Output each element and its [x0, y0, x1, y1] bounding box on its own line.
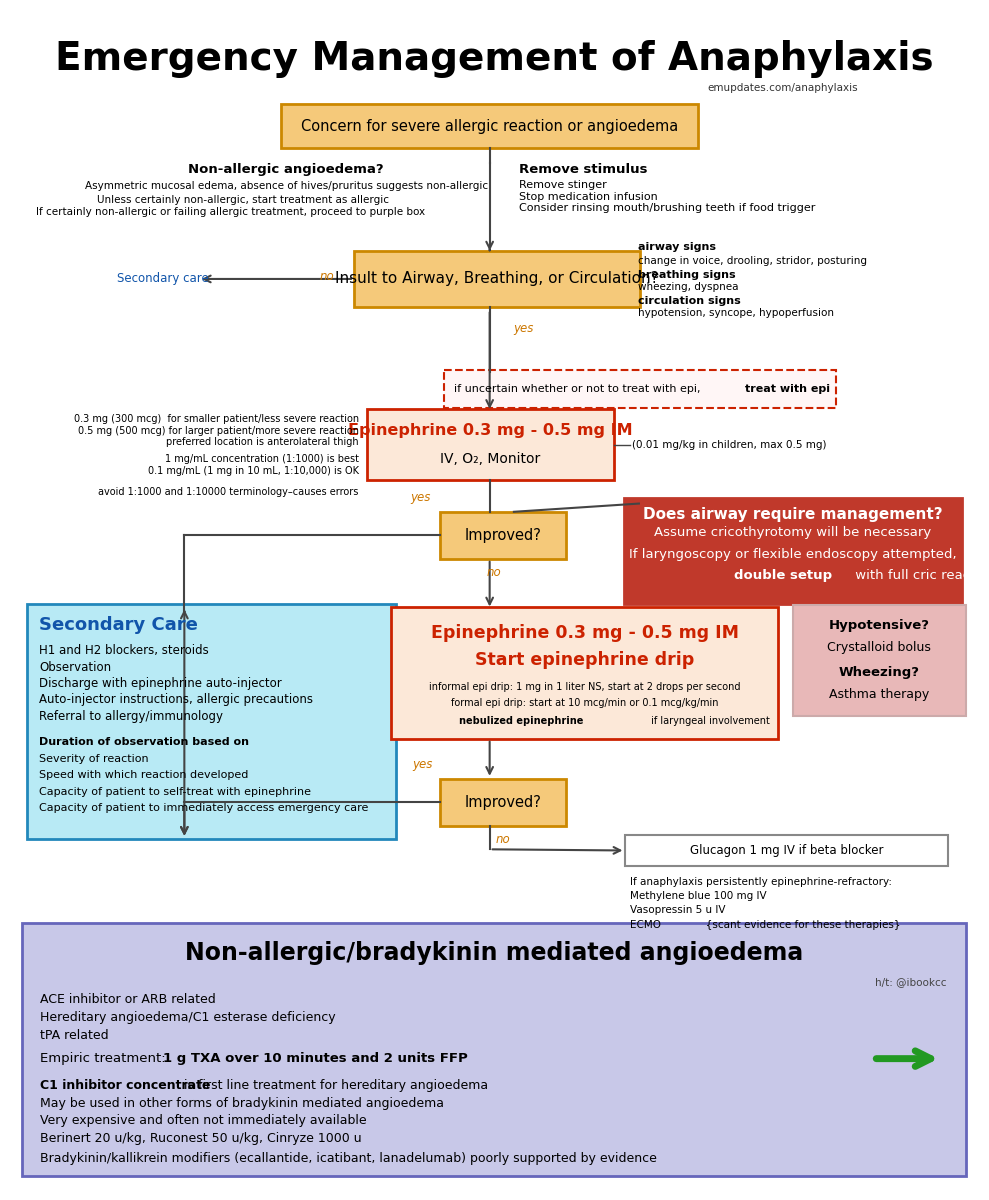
Text: hypotension, syncope, hypoperfusion: hypotension, syncope, hypoperfusion	[638, 308, 834, 318]
Text: preferred location is anterolateral thigh: preferred location is anterolateral thig…	[166, 438, 359, 448]
Text: Consider rinsing mouth/brushing teeth if food trigger: Consider rinsing mouth/brushing teeth if…	[519, 203, 815, 214]
Text: no: no	[319, 270, 334, 283]
Text: Crystalloid bolus: Crystalloid bolus	[828, 641, 932, 654]
Bar	[367, 409, 614, 480]
Text: Asthma therapy: Asthma therapy	[829, 688, 930, 701]
Text: Epinephrine 0.3 mg - 0.5 mg IM: Epinephrine 0.3 mg - 0.5 mg IM	[430, 624, 739, 642]
Text: May be used in other forms of bradykinin mediated angioedema: May be used in other forms of bradykinin…	[40, 1097, 444, 1110]
Text: Remove stimulus: Remove stimulus	[519, 163, 647, 176]
Text: 1 g TXA over 10 minutes and 2 units FFP: 1 g TXA over 10 minutes and 2 units FFP	[163, 1052, 468, 1066]
Text: if laryngeal involvement: if laryngeal involvement	[648, 716, 769, 726]
Text: ECMO: ECMO	[630, 919, 662, 930]
Text: ACE inhibitor or ARB related: ACE inhibitor or ARB related	[40, 994, 216, 1007]
Text: is first line treatment for hereditary angioedema: is first line treatment for hereditary a…	[180, 1079, 489, 1092]
Text: Asymmetric mucosal edema, absence of hives/pruritus suggests non-allergic: Asymmetric mucosal edema, absence of hiv…	[84, 181, 488, 191]
Bar	[444, 370, 836, 408]
Text: h/t: @ibookcc: h/t: @ibookcc	[874, 977, 946, 988]
Text: Secondary care: Secondary care	[117, 272, 209, 286]
Text: if uncertain whether or not to treat with epi,: if uncertain whether or not to treat wit…	[454, 384, 707, 394]
Text: nebulized epinephrine: nebulized epinephrine	[460, 716, 584, 726]
Text: {scant evidence for these therapies}: {scant evidence for these therapies}	[683, 919, 901, 930]
Text: C1 inhibitor concentrate: C1 inhibitor concentrate	[40, 1079, 211, 1092]
Text: Wheezing?: Wheezing?	[839, 666, 920, 679]
Text: Non-allergic/bradykinin mediated angioedema: Non-allergic/bradykinin mediated angioed…	[185, 941, 803, 965]
Text: Auto-injector instructions, allergic precautions: Auto-injector instructions, allergic pre…	[39, 694, 313, 707]
Bar	[793, 605, 965, 716]
Text: Improved?: Improved?	[465, 528, 542, 542]
Text: 1 mg/mL concentration (1:1000) is best: 1 mg/mL concentration (1:1000) is best	[165, 454, 359, 464]
Text: no: no	[487, 566, 500, 580]
Text: Empiric treatment:: Empiric treatment:	[40, 1052, 170, 1066]
Text: Very expensive and often not immediately available: Very expensive and often not immediately…	[40, 1115, 367, 1128]
Text: Berinert 20 u/kg, Ruconest 50 u/kg, Cinryze 1000 u: Berinert 20 u/kg, Ruconest 50 u/kg, Cinr…	[40, 1132, 362, 1145]
Text: Speed with which reaction developed: Speed with which reaction developed	[39, 770, 248, 780]
Text: Concern for severe allergic reaction or angioedema: Concern for severe allergic reaction or …	[301, 119, 678, 133]
Text: If laryngoscopy or flexible endoscopy attempted,: If laryngoscopy or flexible endoscopy at…	[629, 547, 956, 560]
Text: Secondary Care: Secondary Care	[39, 616, 198, 634]
Text: Capacity of patient to self-treat with epinephrine: Capacity of patient to self-treat with e…	[39, 787, 311, 797]
Text: Does airway require management?: Does airway require management?	[643, 506, 943, 522]
Bar	[624, 498, 961, 604]
Text: Non-allergic angioedema?: Non-allergic angioedema?	[188, 163, 384, 176]
Text: treat with epi: treat with epi	[745, 384, 830, 394]
Text: Duration of observation based on: Duration of observation based on	[39, 737, 249, 748]
Text: Methylene blue 100 mg IV: Methylene blue 100 mg IV	[630, 892, 766, 901]
Bar	[281, 103, 698, 149]
Text: 0.5 mg (500 mcg) for larger patient/more severe reaction: 0.5 mg (500 mcg) for larger patient/more…	[78, 426, 359, 436]
Text: Unless certainly non-allergic, start treatment as allergic: Unless certainly non-allergic, start tre…	[97, 196, 389, 205]
Text: yes: yes	[410, 491, 431, 504]
Text: informal epi drip: 1 mg in 1 liter NS, start at 2 drops per second: informal epi drip: 1 mg in 1 liter NS, s…	[429, 682, 741, 692]
Text: Start epinephrine drip: Start epinephrine drip	[475, 650, 694, 668]
Text: Capacity of patient to immediately access emergency care: Capacity of patient to immediately acces…	[39, 803, 368, 814]
Bar	[440, 779, 567, 826]
Bar	[23, 924, 965, 1176]
Text: 0.3 mg (300 mcg)  for smaller patient/less severe reaction: 0.3 mg (300 mcg) for smaller patient/les…	[74, 414, 359, 424]
Bar	[625, 835, 948, 865]
Text: Vasopressin 5 u IV: Vasopressin 5 u IV	[630, 906, 726, 916]
Text: Insult to Airway, Breathing, or Circulation?: Insult to Airway, Breathing, or Circulat…	[335, 271, 659, 287]
Text: double setup: double setup	[734, 569, 833, 582]
Text: with full cric readiness: with full cric readiness	[852, 569, 989, 582]
Text: emupdates.com/anaphylaxis: emupdates.com/anaphylaxis	[707, 84, 858, 94]
Text: change in voice, drooling, stridor, posturing: change in voice, drooling, stridor, post…	[638, 257, 867, 266]
Text: Epinephrine 0.3 mg - 0.5 mg IM: Epinephrine 0.3 mg - 0.5 mg IM	[348, 424, 632, 438]
Text: yes: yes	[513, 322, 534, 335]
Text: If anaphylaxis persistently epinephrine-refractory:: If anaphylaxis persistently epinephrine-…	[630, 877, 892, 887]
Text: Glucagon 1 mg IV if beta blocker: Glucagon 1 mg IV if beta blocker	[690, 844, 883, 857]
Text: Assume cricothyrotomy will be necessary: Assume cricothyrotomy will be necessary	[655, 527, 932, 540]
Text: Bradykinin/kallikrein modifiers (ecallantide, icatibant, lanadelumab) poorly sup: Bradykinin/kallikrein modifiers (ecallan…	[40, 1152, 657, 1165]
Bar	[28, 604, 396, 839]
Text: airway signs: airway signs	[638, 242, 716, 252]
Text: Observation: Observation	[39, 660, 111, 673]
Text: Severity of reaction: Severity of reaction	[39, 754, 148, 763]
Text: no: no	[495, 834, 510, 846]
Text: Stop medication infusion: Stop medication infusion	[519, 192, 658, 202]
Bar	[354, 251, 640, 307]
Text: formal epi drip: start at 10 mcg/min or 0.1 mcg/kg/min: formal epi drip: start at 10 mcg/min or …	[451, 698, 718, 708]
Text: Hypotensive?: Hypotensive?	[829, 619, 930, 632]
Text: 0.1 mg/mL (1 mg in 10 mL, 1:10,000) is OK: 0.1 mg/mL (1 mg in 10 mL, 1:10,000) is O…	[147, 466, 359, 475]
Text: IV, O₂, Monitor: IV, O₂, Monitor	[440, 452, 540, 466]
Text: avoid 1:1000 and 1:10000 terminology–causes errors: avoid 1:1000 and 1:10000 terminology–cau…	[99, 487, 359, 497]
Text: If certainly non-allergic or failing allergic treatment, proceed to purple box: If certainly non-allergic or failing all…	[37, 206, 425, 217]
Text: H1 and H2 blockers, steroids: H1 and H2 blockers, steroids	[39, 644, 209, 658]
Text: (0.01 mg/kg in children, max 0.5 mg): (0.01 mg/kg in children, max 0.5 mg)	[632, 439, 827, 450]
Bar	[440, 511, 567, 559]
Text: yes: yes	[412, 758, 433, 772]
Text: tPA related: tPA related	[40, 1028, 109, 1042]
Text: circulation signs: circulation signs	[638, 296, 741, 306]
Text: wheezing, dyspnea: wheezing, dyspnea	[638, 282, 739, 292]
Text: Referral to allergy/immunology: Referral to allergy/immunology	[39, 710, 223, 722]
Text: Remove stinger: Remove stinger	[519, 180, 606, 190]
Text: Emergency Management of Anaphylaxis: Emergency Management of Anaphylaxis	[55, 40, 934, 78]
Text: Discharge with epinephrine auto-injector: Discharge with epinephrine auto-injector	[39, 677, 282, 690]
Text: Improved?: Improved?	[465, 794, 542, 810]
Text: Hereditary angioedema/C1 esterase deficiency: Hereditary angioedema/C1 esterase defici…	[40, 1010, 335, 1024]
Text: breathing signs: breathing signs	[638, 270, 736, 281]
Bar	[391, 607, 778, 739]
